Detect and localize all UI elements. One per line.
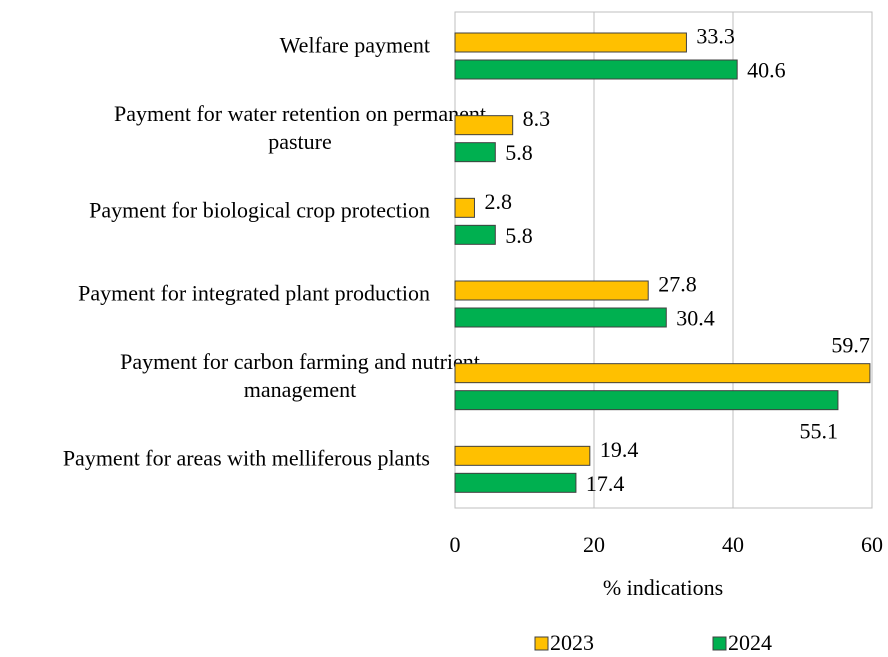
x-tick-label: 40 [722,532,744,557]
y-tick-label: Payment for areas with melliferous plant… [63,446,430,471]
value-label: 33.3 [696,24,735,49]
value-label: 40.6 [747,58,786,83]
x-tick-label: 20 [583,532,605,557]
bar [454,445,591,466]
bar [454,59,738,80]
y-tick-label: Payment for biological crop protection [89,198,430,223]
value-label: 5.8 [505,140,533,165]
legend-swatch [712,636,727,651]
legend-label: 2024 [728,630,772,655]
value-label: 2.8 [484,189,512,214]
y-tick-label: Welfare payment [280,32,430,57]
x-tick-label: 60 [861,532,883,557]
bar [454,307,667,328]
value-label: 30.4 [676,306,715,331]
bar [454,280,649,301]
value-label: 8.3 [523,106,551,131]
bar [454,390,839,411]
x-tick-label: 0 [450,532,461,557]
bar [454,115,514,136]
legend-label: 2023 [550,630,594,655]
bar [454,472,577,493]
value-label: 27.8 [658,272,697,297]
y-tick-label: Payment for water retention on permanent… [114,101,486,154]
bar [454,363,871,384]
y-tick-label: Payment for integrated plant production [78,280,430,305]
plot-border [454,11,873,509]
value-label: 17.4 [586,471,625,496]
legend-swatch [534,636,549,651]
value-label: 55.1 [799,419,838,444]
bar [454,197,475,218]
value-label: 59.7 [831,333,870,358]
y-tick-label: Payment for carbon farming and nutrient m… [120,349,480,402]
bar [454,32,687,53]
x-axis-label: % indications [603,575,723,600]
bar [454,142,496,163]
value-label: 5.8 [505,223,533,248]
value-label: 19.4 [600,437,639,462]
bar [454,224,496,245]
